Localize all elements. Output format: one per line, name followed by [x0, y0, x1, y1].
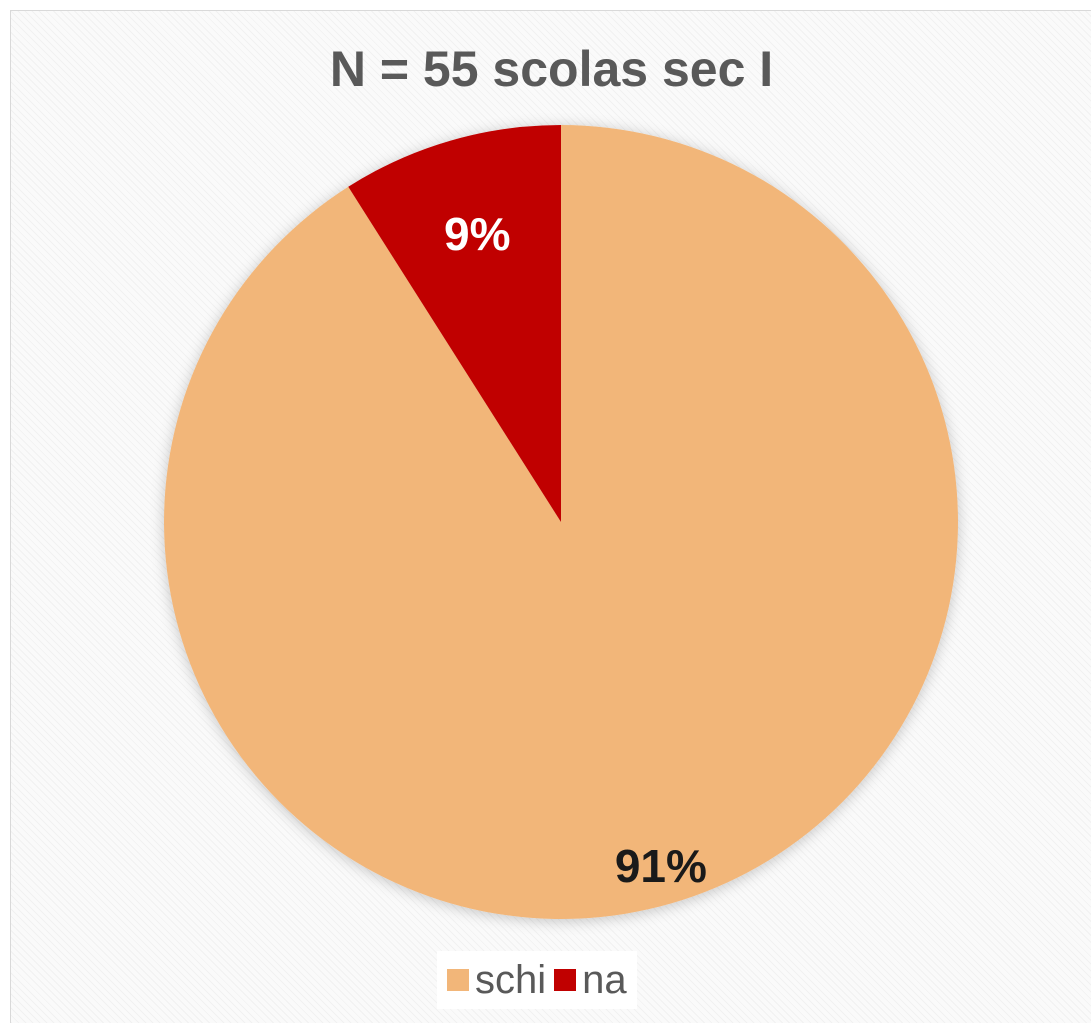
- pie-slice-na: [348, 125, 561, 522]
- legend-label-schi: schi: [475, 957, 547, 1002]
- legend-swatch-schi: [447, 969, 469, 991]
- data-label-na: 9%: [444, 208, 510, 260]
- chart-title: N = 55 scolas sec I: [329, 41, 774, 97]
- legend-swatch-na: [554, 969, 577, 991]
- pie-chart: 91% 9%: [163, 125, 959, 919]
- legend-label-na: na: [582, 957, 627, 1002]
- legend: schi na: [437, 951, 637, 1009]
- chart-area: N = 55 scolas sec I 91% 9% schi na: [10, 10, 1091, 1023]
- data-label-schi: 91%: [615, 840, 707, 892]
- legend-item-schi: schi: [447, 958, 546, 1003]
- legend-item-na: na: [554, 958, 627, 1003]
